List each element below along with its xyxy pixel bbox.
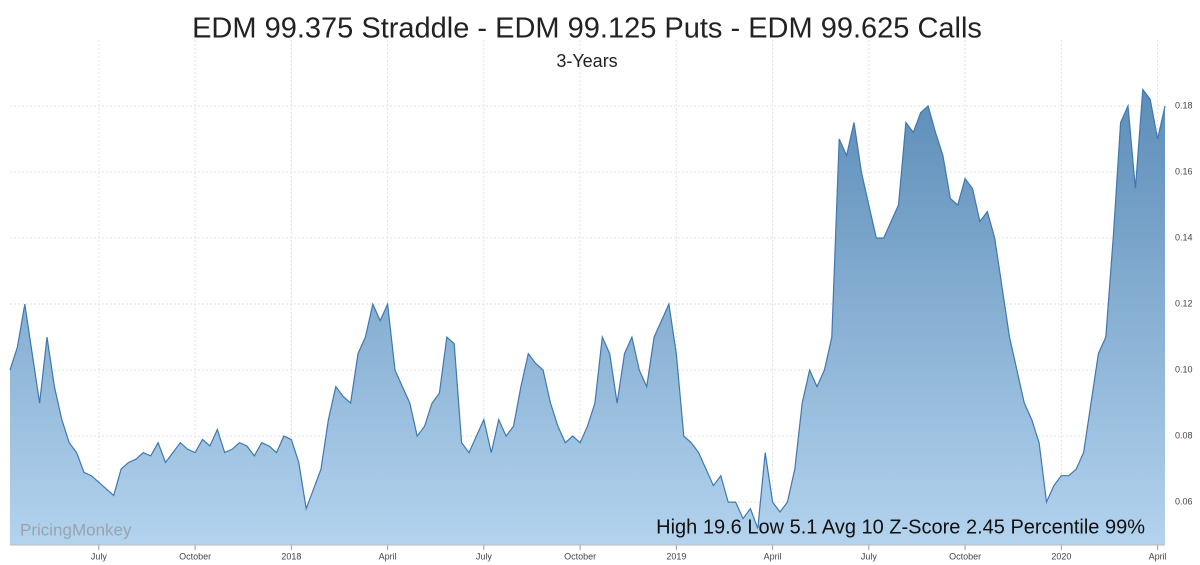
chart-subtitle: 3-Years bbox=[556, 51, 617, 71]
y-tick-label: 0.16 bbox=[1175, 166, 1193, 176]
watermark: PricingMonkey bbox=[20, 520, 132, 539]
x-tick-label: April bbox=[764, 551, 782, 561]
x-tick-label: April bbox=[1149, 551, 1167, 561]
line bbox=[9, 87, 1166, 529]
plot bbox=[9, 87, 1166, 545]
annotation: High 19.6 Low 5.1 Avg 10 Z-Score 2.45 Pe… bbox=[656, 516, 1145, 538]
y-tick-label: 0.08 bbox=[1175, 430, 1193, 440]
area bbox=[10, 89, 1165, 545]
y-tick-label: 0.06 bbox=[1175, 496, 1193, 506]
chart-title: EDM 99.375 Straddle - EDM 99.125 Puts - … bbox=[192, 13, 982, 45]
x-tick-label: 2019 bbox=[666, 551, 686, 561]
x-tick-label: 2020 bbox=[1051, 551, 1071, 561]
y-tick-label: 0.18 bbox=[1175, 100, 1193, 110]
y-tick-label: 0.10 bbox=[1175, 364, 1193, 374]
y-tick-label: 0.12 bbox=[1175, 298, 1193, 308]
x-tick-label: 2018 bbox=[281, 551, 301, 561]
y-tick-label: 0.14 bbox=[1175, 232, 1193, 242]
x-tick-label: July bbox=[476, 551, 493, 561]
x-tick-label: October bbox=[564, 551, 596, 561]
x-tick-label: April bbox=[379, 551, 397, 561]
x-tick-label: July bbox=[861, 551, 878, 561]
x-tick-label: July bbox=[91, 551, 108, 561]
x-tick-label: October bbox=[179, 551, 211, 561]
x-tick-label: October bbox=[949, 551, 981, 561]
